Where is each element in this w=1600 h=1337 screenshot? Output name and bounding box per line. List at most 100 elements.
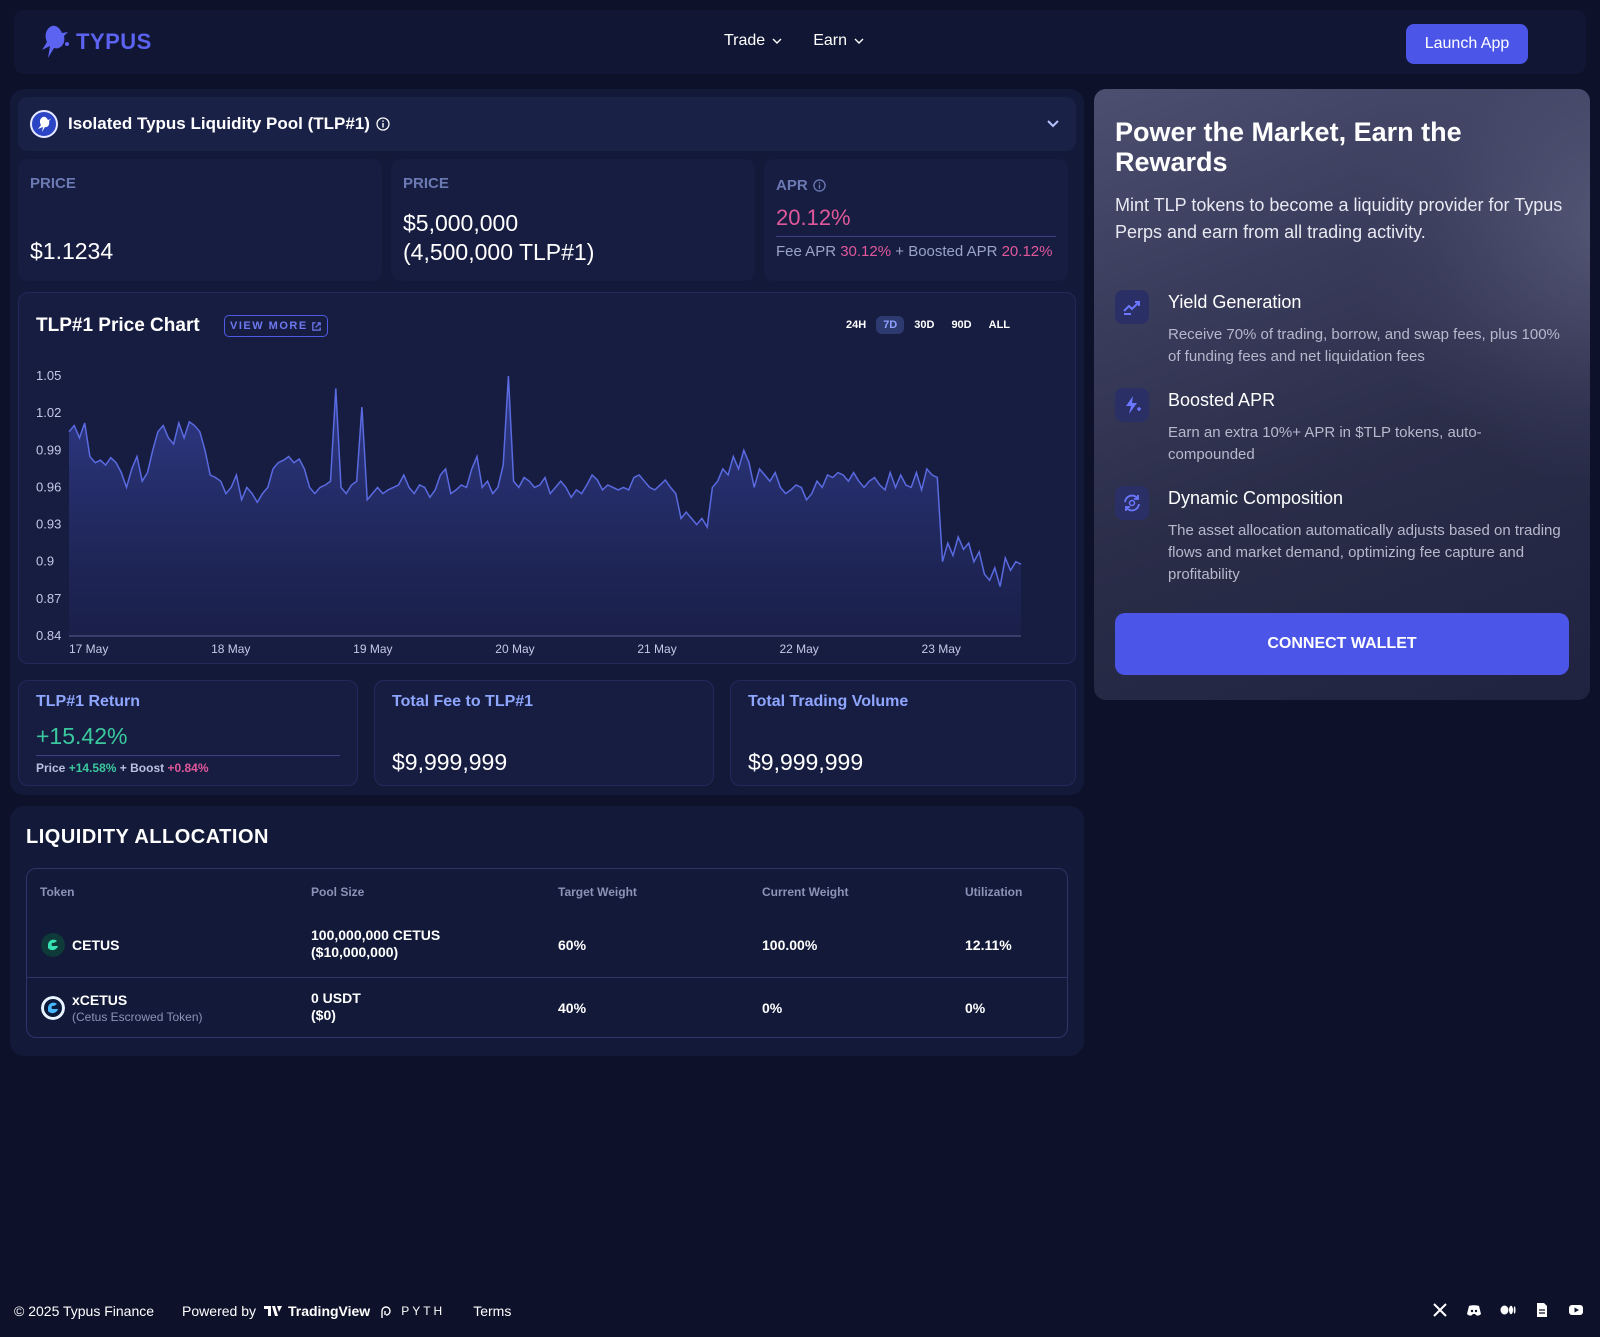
feature-title: Dynamic Composition <box>1168 488 1344 508</box>
x-tick-label: 23 May <box>922 642 961 656</box>
x-tick-label: 21 May <box>637 642 676 656</box>
token-name: xCETUS <box>72 992 128 1008</box>
connect-wallet-button[interactable]: CONNECT WALLET <box>1115 613 1569 675</box>
range-30d[interactable]: 30D <box>914 319 935 331</box>
fee-apr-value: 30.12% <box>840 243 892 260</box>
range-all[interactable]: ALL <box>988 319 1011 331</box>
apr-label: APR <box>776 177 808 194</box>
y-tick-label: 1.02 <box>36 405 61 420</box>
price-area <box>69 376 1021 636</box>
promo-description: Mint TLP tokens to become a liquidity pr… <box>1115 195 1563 242</box>
youtube-icon[interactable] <box>1568 1302 1584 1318</box>
table-row: xCETUS (Cetus Escrowed Token) 0 USDT ($0… <box>27 977 1067 1037</box>
trading-volume-value: $9,999,999 <box>748 749 864 775</box>
plus-sign: + <box>895 243 905 260</box>
view-more-link[interactable]: VIEW MORE <box>224 315 328 337</box>
y-tick-label: 0.84 <box>36 628 61 643</box>
range-7d[interactable]: 7D <box>876 316 905 334</box>
discord-icon[interactable] <box>1466 1302 1482 1318</box>
price-card: PRICE $1.1234 <box>18 159 382 281</box>
trading-volume-label: Total Trading Volume <box>748 693 909 710</box>
utilization: 0% <box>965 1000 986 1016</box>
current-weight: 0% <box>762 1000 783 1016</box>
token-name-wrap: xCETUS (Cetus Escrowed Token) <box>72 992 203 1024</box>
total-fee-card: Total Fee to TLP#1 $9,999,999 <box>374 680 714 786</box>
tlp-return-label: TLP#1 Return <box>36 693 141 710</box>
chart-up-icon <box>1115 290 1149 324</box>
tlp-return-value: +15.42% <box>36 723 128 749</box>
chevron-down-icon <box>772 38 782 44</box>
pool-size-amount: 100,000,000 CETUS <box>311 927 441 943</box>
boost-return-value: +0.84% <box>167 761 209 775</box>
info-icon[interactable] <box>376 117 390 131</box>
y-tick-label: 0.99 <box>36 442 61 457</box>
price-line <box>68 375 1022 587</box>
target-weight: 60% <box>558 937 587 953</box>
view-more-label: VIEW MORE <box>230 320 308 332</box>
price-chart: 1.05 1.02 0.99 0.96 0.93 0.9 0.87 0.84 17 May 18 … <box>36 368 1022 656</box>
xcetus-token-icon <box>41 996 65 1020</box>
powered-by-label: Powered by <box>182 1303 256 1319</box>
price-label: PRICE <box>30 175 76 192</box>
footer: © 2025 Typus Finance Powered by TradingV… <box>14 1303 511 1319</box>
nav-trade[interactable]: Trade <box>724 32 783 50</box>
divider <box>776 236 1056 237</box>
medium-icon[interactable] <box>1500 1302 1516 1318</box>
nav-trade-label: Trade <box>724 32 766 49</box>
tradingview-logo-icon <box>263 1306 282 1316</box>
apr-label-wrap: APR <box>776 177 826 194</box>
nav-earn[interactable]: Earn <box>813 32 865 50</box>
col-token: Token <box>40 885 75 899</box>
tradingview-link[interactable]: TradingView <box>287 1303 371 1319</box>
x-twitter-icon[interactable] <box>1432 1302 1448 1318</box>
pool-panel: Isolated Typus Liquidity Pool (TLP#1) PR… <box>10 89 1084 795</box>
feature-description: The asset allocation automatically adjus… <box>1168 522 1561 583</box>
range-selector: 24H 7D 30D 90D ALL <box>839 316 1017 334</box>
price-return-value: +14.58% <box>68 761 117 775</box>
target-weight: 40% <box>558 1000 587 1016</box>
feature-description: Earn an extra 10%+ APR in $TLP tokens, a… <box>1168 424 1482 463</box>
apr-value: 20.12% <box>776 205 851 230</box>
boosted-apr-label: Boosted APR <box>908 243 998 260</box>
docs-icon[interactable] <box>1534 1302 1550 1318</box>
logo[interactable]: TYPUS <box>38 24 152 60</box>
liquidity-allocation-panel: LIQUIDITY ALLOCATION Token Pool Size Tar… <box>10 806 1084 1056</box>
logo-text: TYPUS <box>76 29 152 54</box>
social-links <box>1432 1302 1584 1318</box>
tlp-return-card: TLP#1 Return +15.42% Price +14.58% + Boo… <box>18 680 358 786</box>
pool-selector[interactable]: Isolated Typus Liquidity Pool (TLP#1) <box>18 97 1076 151</box>
x-tick-label: 20 May <box>495 642 534 656</box>
top-nav-bar: TYPUS Trade Earn Launch App <box>14 10 1586 74</box>
chevron-down-icon[interactable] <box>1046 117 1060 131</box>
liquidity-table: Token Pool Size Target Weight Current We… <box>26 868 1068 1038</box>
feature-description: Receive 70% of trading, borrow, and swap… <box>1168 326 1560 365</box>
terms-link[interactable]: Terms <box>473 1303 512 1319</box>
copyright: © 2025 Typus Finance <box>14 1303 155 1319</box>
feature-title: Yield Generation <box>1168 292 1302 312</box>
apr-breakdown: Fee APR 30.12% + Boosted APR 20.12% <box>776 243 1052 260</box>
info-icon[interactable] <box>812 179 826 192</box>
pool-title: Isolated Typus Liquidity Pool (TLP#1) <box>68 114 370 133</box>
range-24h[interactable]: 24H <box>846 319 867 331</box>
fee-apr-label: Fee APR <box>776 243 837 260</box>
x-tick-label: 17 May <box>69 642 108 656</box>
external-link-icon <box>311 321 321 331</box>
main-nav: Trade Earn <box>724 32 865 50</box>
col-utilization: Utilization <box>965 885 1023 899</box>
chart-title: TLP#1 Price Chart <box>36 315 200 336</box>
col-target-weight: Target Weight <box>558 885 637 899</box>
current-weight: 100.00% <box>762 937 818 953</box>
typus-logo-icon <box>42 25 69 58</box>
pyth-logo-icon <box>381 1305 391 1318</box>
y-tick-label: 0.9 <box>36 554 54 569</box>
pool-size-usd: ($10,000,000) <box>311 944 399 960</box>
range-90d[interactable]: 90D <box>951 319 972 331</box>
tvl-label: PRICE <box>403 175 449 192</box>
pyth-link[interactable]: PYTH <box>401 1304 446 1318</box>
col-current-weight: Current Weight <box>762 885 849 899</box>
return-breakdown: Price +14.58% + Boost +0.84% <box>36 761 209 775</box>
price-value: $1.1234 <box>30 238 114 264</box>
launch-app-button[interactable]: Launch App <box>1406 24 1528 64</box>
bolt-icon <box>1115 388 1149 422</box>
earn-promo-panel: Power the Market, Earn the Rewards Mint … <box>1094 89 1590 700</box>
